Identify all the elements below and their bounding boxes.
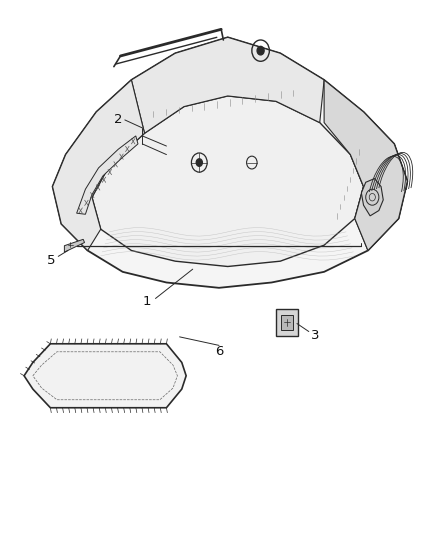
Polygon shape xyxy=(53,80,145,251)
Text: 6: 6 xyxy=(215,345,223,358)
Polygon shape xyxy=(77,136,138,214)
Circle shape xyxy=(196,159,202,166)
Circle shape xyxy=(257,46,264,55)
Text: 5: 5 xyxy=(47,254,56,266)
Polygon shape xyxy=(53,37,407,288)
Polygon shape xyxy=(324,80,407,251)
Polygon shape xyxy=(131,37,324,133)
Polygon shape xyxy=(92,96,364,266)
Polygon shape xyxy=(24,344,186,408)
FancyBboxPatch shape xyxy=(276,309,298,336)
Polygon shape xyxy=(64,239,85,252)
Text: 1: 1 xyxy=(142,295,151,308)
FancyBboxPatch shape xyxy=(281,315,293,330)
Polygon shape xyxy=(361,179,383,216)
Text: 2: 2 xyxy=(114,114,123,126)
Polygon shape xyxy=(350,112,407,251)
Text: 3: 3 xyxy=(311,329,320,342)
